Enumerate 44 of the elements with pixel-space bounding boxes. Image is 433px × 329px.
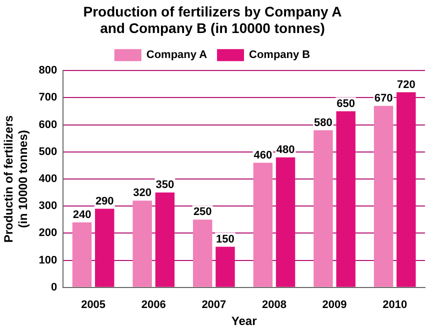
bar [314, 130, 333, 287]
y-tick-label: 800 [38, 64, 58, 77]
x-tick-label: 2007 [202, 299, 226, 312]
y-tick-label: 200 [38, 227, 58, 240]
data-label: 480 [276, 144, 295, 156]
bar [193, 220, 212, 287]
bar [216, 246, 235, 287]
data-label: 290 [95, 195, 114, 208]
legend-label: Company A [146, 49, 208, 62]
bar [95, 208, 114, 287]
x-tick-label: 2010 [382, 299, 408, 312]
legend-label: Company B [249, 49, 310, 62]
data-label: 650 [336, 98, 356, 110]
bar [396, 92, 416, 287]
y-tick-label: 400 [38, 173, 58, 186]
y-tick-label: 100 [38, 254, 58, 266]
data-label: 250 [193, 206, 212, 218]
y-tick-label: 500 [38, 146, 58, 158]
bar [276, 157, 296, 287]
y-tick-label: 0 [51, 281, 58, 294]
bar [336, 111, 356, 287]
y-tick-label: 700 [38, 92, 58, 104]
bar [253, 162, 273, 287]
bar [374, 106, 394, 287]
x-tick-label: 2005 [81, 299, 106, 312]
bar [72, 222, 92, 287]
data-label: 670 [374, 92, 393, 104]
data-label: 240 [72, 208, 92, 221]
x-tick-label: 2009 [322, 299, 347, 312]
y-tick-label: 600 [38, 118, 58, 131]
data-label: 350 [156, 179, 174, 192]
y-axis-title: Productin of fertilizers (in 10000 tonnes) [2, 115, 30, 243]
data-label: 460 [254, 149, 272, 162]
data-label: 150 [216, 233, 234, 246]
x-axis-title: Year [231, 314, 258, 328]
bar [132, 200, 152, 287]
data-label: 720 [396, 78, 416, 91]
y-tick-label: 300 [38, 200, 58, 212]
bar [155, 192, 175, 287]
x-tick-label: 2006 [141, 299, 166, 312]
chart-title: Production of fertilizers by Company A and Company B (in 10000 tonnes) [83, 3, 342, 36]
data-label: 580 [314, 116, 332, 129]
data-label: 320 [133, 187, 152, 200]
x-tick-label: 2008 [262, 299, 286, 312]
